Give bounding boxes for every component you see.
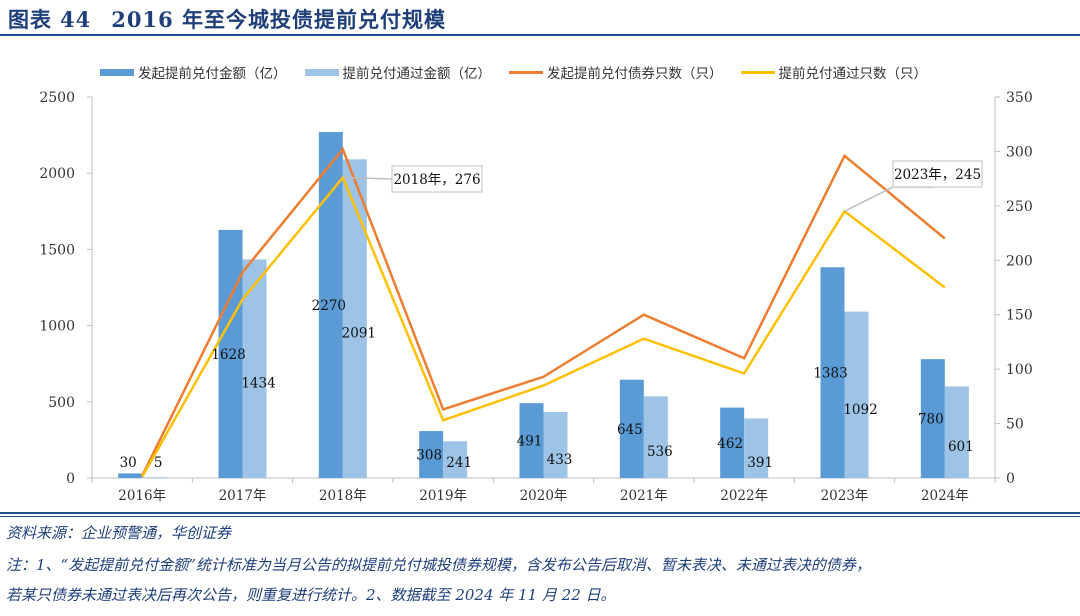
- bar-data-label: 536: [647, 444, 673, 460]
- right-tick-label: 50: [1006, 417, 1024, 433]
- left-tick-label: 0: [66, 471, 75, 487]
- footer-rule: [0, 512, 1080, 514]
- left-tick-label: 2000: [39, 166, 75, 182]
- bar-approved: [844, 311, 869, 478]
- bar-approved: [643, 396, 668, 478]
- bar-data-label: 391: [747, 455, 773, 471]
- x-tick-label: 2023年: [821, 488, 869, 504]
- bar-approved: [944, 386, 969, 478]
- bar-data-label: 30: [120, 455, 137, 471]
- bar-approved: [744, 418, 769, 478]
- footer-rule-thin: [0, 516, 1080, 517]
- legend-swatch: [509, 70, 543, 74]
- bar-initiated: [218, 229, 243, 478]
- right-tick-label: 200: [1006, 253, 1033, 269]
- bar-data-label: 2270: [312, 298, 346, 314]
- callout-label: 2018年，276: [393, 172, 480, 188]
- figure-label: 图表: [8, 7, 52, 32]
- figure-title-text: 2016 年至今城投债提前兑付规模: [111, 7, 446, 32]
- bar-approved: [142, 477, 167, 478]
- right-tick-label: 150: [1006, 308, 1033, 324]
- legend-swatch: [100, 68, 134, 76]
- bar-initiated: [820, 267, 845, 478]
- right-tick-label: 300: [1006, 144, 1033, 160]
- bar-initiated: [118, 473, 143, 478]
- x-tick-label: 2022年: [720, 488, 768, 504]
- legend-item-bar1: 发起提前兑付金额（亿）: [100, 62, 287, 82]
- x-tick-label: 2024年: [921, 488, 969, 504]
- bar-data-label: 5: [154, 455, 163, 471]
- callout-leader: [342, 176, 393, 180]
- callout-box: [892, 160, 983, 188]
- legend-swatch: [740, 70, 775, 74]
- note-line-2: 若某只债券未通过表决后再次公告，则重复进行统计。2、数据截至 2024 年 11…: [6, 586, 616, 604]
- callout-box: [391, 165, 483, 193]
- header-rule: [0, 34, 1080, 36]
- bar-approved: [543, 412, 568, 478]
- callout-leader: [844, 186, 933, 212]
- bar-data-label: 241: [446, 455, 472, 471]
- bar-approved: [342, 159, 367, 478]
- legend-label: 发起提前兑付债券只数（只）: [547, 66, 723, 82]
- bar-data-label: 1434: [241, 376, 275, 392]
- bar-data-label: 780: [918, 412, 944, 428]
- right-tick-label: 350: [1006, 90, 1033, 106]
- bar-data-label: 462: [717, 436, 743, 452]
- bar-initiated: [920, 359, 945, 478]
- bar-data-label: 1628: [211, 347, 245, 363]
- right-tick-label: 0: [1006, 471, 1015, 487]
- legend-label: 发起提前兑付金额（亿）: [138, 66, 287, 82]
- bar-data-label: 308: [416, 448, 442, 464]
- legend-label: 提前兑付通过金额（亿）: [342, 66, 492, 82]
- source-note: 资料来源：企业预警通，华创证券: [6, 524, 232, 542]
- bar-data-label: 433: [547, 452, 573, 468]
- bar-data-label: 645: [617, 422, 643, 438]
- bar-approved: [242, 259, 267, 478]
- left-tick-label: 2500: [39, 90, 75, 106]
- x-tick-label: 2016年: [118, 488, 166, 504]
- x-tick-label: 2017年: [219, 488, 267, 504]
- x-tick-label: 2018年: [319, 488, 367, 504]
- x-tick-label: 2019年: [419, 488, 467, 504]
- x-tick-label: 2021年: [620, 488, 668, 504]
- right-tick-label: 250: [1006, 199, 1033, 215]
- legend: 发起提前兑付金额（亿） 提前兑付通过金额（亿） 发起提前兑付债券只数（只） 提前…: [100, 62, 927, 82]
- bar-initiated: [720, 407, 745, 478]
- x-tick-label: 2020年: [520, 488, 568, 504]
- right-tick-label: 100: [1006, 362, 1033, 378]
- legend-label: 提前兑付通过只数（只）: [778, 66, 928, 82]
- bar-data-label: 491: [517, 434, 543, 450]
- figure-title: 图表 44 2016 年至今城投债提前兑付规模: [8, 4, 446, 34]
- left-tick-label: 500: [48, 395, 75, 411]
- legend-swatch: [304, 68, 339, 76]
- callout-label: 2023年，245: [894, 167, 981, 183]
- bar-data-label: 2091: [342, 326, 376, 342]
- legend-item-line2: 提前兑付通过只数（只）: [740, 62, 928, 82]
- bar-initiated: [318, 132, 343, 478]
- note-line-1: 注：1、“发起提前兑付金额”统计标准为当月公告的拟提前兑付城投债券规模，含发布公…: [6, 556, 871, 574]
- legend-item-line1: 发起提前兑付债券只数（只）: [509, 62, 723, 82]
- bar-initiated: [419, 431, 444, 478]
- bar-approved: [443, 441, 468, 478]
- bar-data-label: 601: [948, 439, 974, 455]
- bar-data-label: 1383: [813, 366, 847, 382]
- left-tick-label: 1500: [39, 242, 75, 258]
- bar-data-label: 1092: [843, 402, 877, 418]
- legend-item-bar2: 提前兑付通过金额（亿）: [304, 62, 492, 82]
- left-tick-label: 1000: [39, 319, 75, 335]
- bar-initiated: [519, 403, 544, 478]
- figure-number: 44: [60, 7, 92, 32]
- bar-initiated: [619, 379, 644, 478]
